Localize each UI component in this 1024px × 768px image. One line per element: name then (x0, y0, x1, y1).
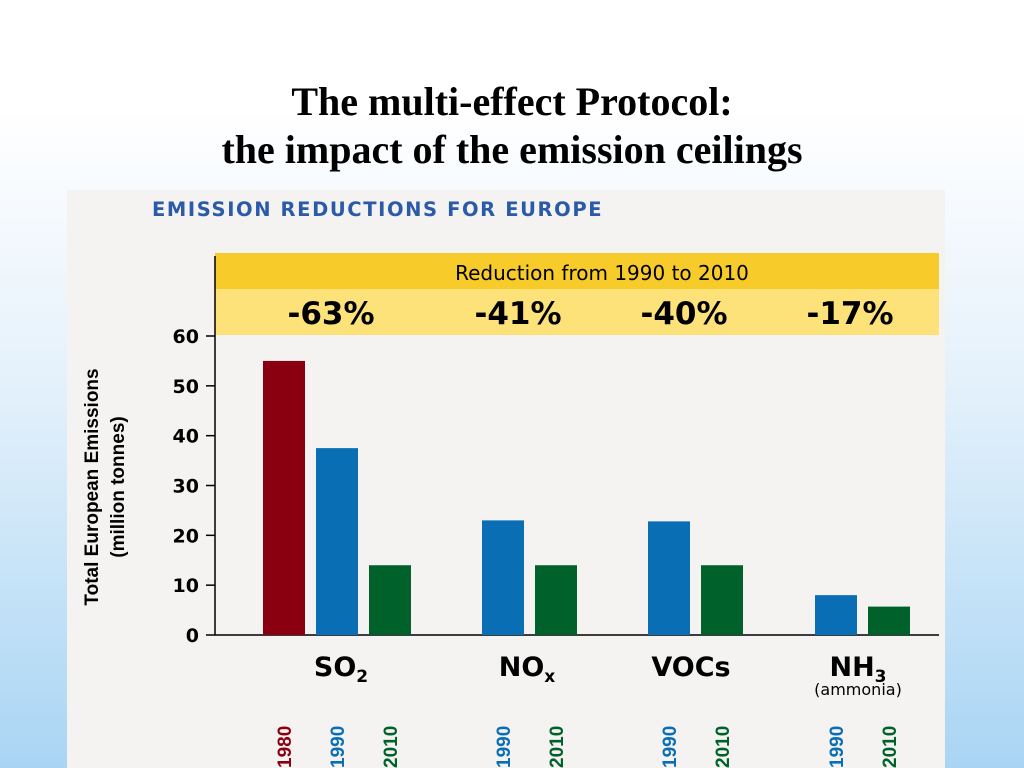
year-label-2010: 2010 (547, 726, 568, 768)
slide-title: The multi-effect Protocol: the impact of… (0, 78, 1024, 174)
category-subscript: x (544, 667, 555, 687)
category-label-4: NH3 (829, 652, 886, 687)
y-axis-label-line-1: Total European Emissions (82, 368, 103, 605)
category-label-3: VOCs (651, 652, 730, 683)
category-label-1: SO2 (314, 652, 368, 687)
y-tick-label: 60 (173, 326, 199, 348)
year-label-1990: 1990 (328, 726, 349, 768)
bar-so-1980 (263, 360, 305, 635)
y-tick-label: 30 (173, 476, 199, 498)
bar-no-1990 (482, 520, 524, 635)
bar-no-2010 (535, 565, 577, 635)
reduction-value-4: -17% (806, 296, 893, 332)
bar-vocs-2010 (701, 565, 743, 635)
reduction-value-1: -63% (287, 296, 374, 332)
y-tick-label: 40 (173, 426, 199, 448)
y-tick-label: 10 (173, 575, 199, 597)
bar-vocs-1990 (648, 521, 690, 635)
year-label-1990: 1990 (494, 726, 515, 768)
y-tick-label: 0 (186, 625, 199, 647)
slide-title-line-1: The multi-effect Protocol: (291, 79, 733, 124)
year-label-2010: 2010 (713, 726, 734, 768)
bar-so-1990 (316, 448, 358, 635)
year-label-1980: 1980 (275, 726, 296, 768)
year-label-2010: 2010 (880, 726, 901, 768)
category-subscript: 2 (356, 667, 368, 687)
year-label-2010: 2010 (381, 726, 402, 768)
reduction-value-2: -41% (474, 296, 561, 332)
category-label-2: NOx (499, 652, 556, 687)
emission-chart-figure: EMISSION REDUCTIONS FOR EUROPE Reduction … (67, 190, 945, 768)
bar-nh-2010 (868, 606, 910, 635)
category-note: (ammonia) (814, 680, 902, 699)
year-label-1990: 1990 (827, 726, 848, 768)
bar-so-2010 (369, 565, 411, 635)
category-subscript: 3 (875, 667, 887, 687)
y-tick-label: 50 (173, 376, 199, 398)
chart-title: EMISSION REDUCTIONS FOR EUROPE (152, 198, 603, 221)
reduction-value-3: -40% (640, 296, 727, 332)
reduction-band-label: Reduction from 1990 to 2010 (455, 261, 749, 285)
reduction-band-values (215, 289, 939, 335)
year-label-1990: 1990 (660, 726, 681, 768)
bar-nh-1990 (815, 595, 857, 635)
reduction-band-header (215, 253, 939, 289)
slide-title-line-2: the impact of the emission ceilings (221, 127, 803, 172)
y-tick-label: 20 (173, 525, 199, 547)
y-axis-label-line-2: (million tonnes) (108, 416, 129, 557)
emission-bar-chart: EMISSION REDUCTIONS FOR EUROPE Reduction … (82, 198, 939, 768)
